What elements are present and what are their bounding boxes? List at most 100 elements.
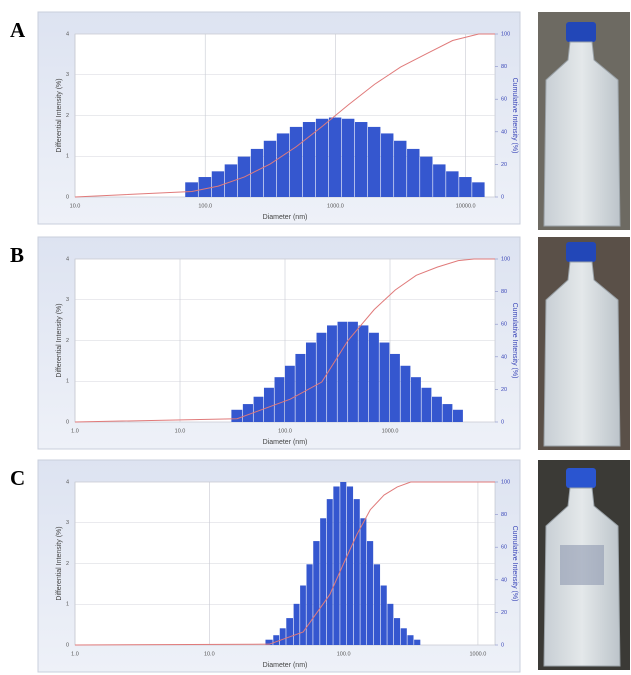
y-tick-label: 3 [66,520,69,526]
x-tick-label: 1000.0 [327,203,344,209]
bar [381,133,394,197]
y2-tick-label: 100 [501,479,510,485]
cumulative-line [74,481,495,646]
bar [389,353,400,422]
x-tick-label: 10.0 [70,203,81,209]
bar [433,164,446,197]
bar [305,342,316,422]
bar [431,396,442,422]
y2-tick-label: 40 [501,129,507,135]
y-tick-label: 4 [66,256,69,262]
bar [320,518,327,645]
bar [211,171,225,197]
panel-letter: B [10,243,24,267]
y2-tick-label: 20 [501,610,507,616]
y-tick-label: 1 [66,379,69,385]
y2-tick-label: 60 [501,97,507,103]
bar [442,404,453,422]
y2-tick-label: 80 [501,512,507,518]
bar [472,182,485,197]
x-tick-label: 10.0 [175,428,186,434]
bar [407,148,420,197]
bar [327,325,337,422]
y2-tick-label: 80 [501,64,507,70]
bar [279,628,286,645]
photo-c [538,460,630,670]
y2-axis-label: Cumulative Intensity (%) [511,526,518,602]
bar [316,332,327,422]
y-tick-label: 2 [66,561,69,567]
bar [302,122,316,197]
bar [231,409,243,422]
x-tick-label: 10000.0 [456,203,476,209]
y2-tick-label: 0 [501,419,504,425]
cumulative-line [74,258,495,423]
y2-tick-label: 0 [501,642,504,648]
bar [315,118,329,197]
panel-letter: A [10,18,26,42]
bar [358,325,369,422]
y2-tick-label: 20 [501,387,507,393]
bar [346,486,354,645]
bar [242,404,253,422]
bar [273,635,280,645]
bar [414,639,421,645]
cumulative-line [74,33,495,198]
y-axis-label: Differential Intensity (%) [56,78,63,152]
bar [224,164,238,197]
bar [274,377,285,422]
bar [341,118,355,197]
y-axis-label: Differential Intensity (%) [56,526,63,600]
y-tick-label: 3 [66,72,69,78]
x-tick-label: 1000.0 [382,428,399,434]
bar [250,148,264,197]
y-tick-label: 1 [66,602,69,608]
y2-tick-label: 60 [501,322,507,328]
bar [198,177,212,197]
bar [313,541,320,645]
bar [333,486,340,645]
bar [446,171,459,197]
y-tick-label: 2 [66,338,69,344]
y-tick-label: 4 [66,31,69,37]
x-tick-label: 1.0 [71,428,79,434]
bar [407,635,414,645]
y-tick-label: 0 [66,419,69,425]
y2-tick-label: 40 [501,577,507,583]
x-tick-label: 1000.0 [470,651,487,657]
bar [379,342,390,422]
bar [366,541,374,645]
bar [373,564,381,645]
bar [380,585,387,645]
bar [367,126,381,197]
y2-axis-label: Cumulative Intensity (%) [511,78,518,154]
y-axis-label: Differential Intensity (%) [56,303,63,377]
x-axis-label: Diameter (nm) [263,439,308,446]
bar [263,387,274,422]
bar [253,396,264,422]
x-tick-label: 100.0 [198,203,212,209]
bar [387,603,394,645]
x-tick-label: 10.0 [204,651,215,657]
bar [394,140,407,197]
bar [360,518,367,645]
y2-tick-label: 20 [501,162,507,168]
y-tick-label: 4 [66,479,69,485]
bar [368,332,379,422]
y2-tick-label: 100 [501,31,510,37]
bar [263,140,277,197]
bar [284,365,295,422]
bar [295,353,306,422]
y-tick-label: 0 [66,194,69,200]
panel-letter: C [10,466,25,490]
bar [293,603,300,645]
y2-tick-label: 100 [501,256,510,262]
bar [400,628,407,645]
x-axis-label: Diameter (nm) [263,662,308,669]
y2-axis-label: Cumulative Intensity (%) [511,303,518,379]
y2-tick-label: 40 [501,354,507,360]
